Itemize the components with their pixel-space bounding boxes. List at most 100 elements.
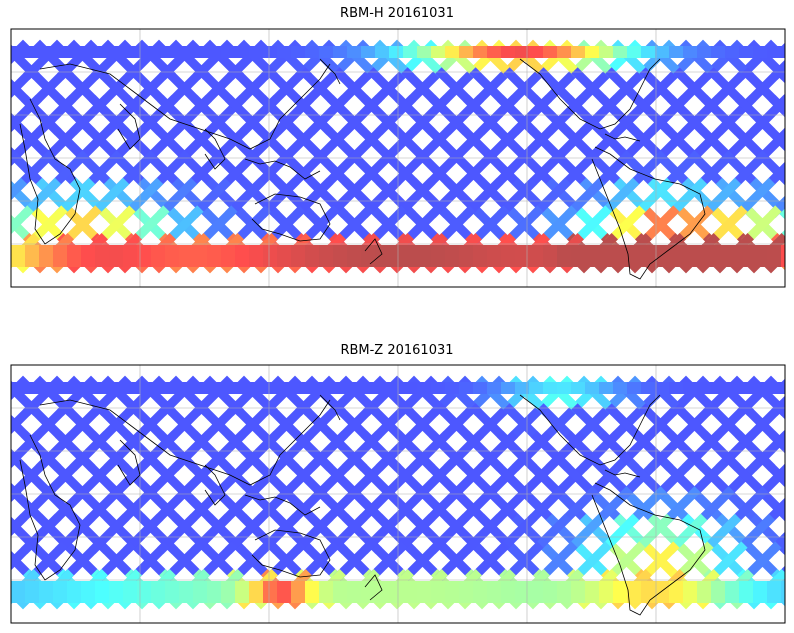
swath-segment: [95, 67, 136, 108]
swath-segment: [605, 403, 646, 444]
swath-segment: [592, 486, 633, 527]
coverage-cell: [263, 245, 277, 267]
coverage-cell: [697, 46, 711, 58]
swath-segment: [144, 458, 185, 499]
swath-segment: [286, 486, 327, 527]
swath-segment: [416, 458, 457, 499]
coverage-cell: [319, 245, 333, 267]
coverage-cell: [445, 245, 459, 267]
swath-segment: [586, 458, 627, 499]
swath-segment: [76, 458, 117, 499]
coverage-cell: [613, 581, 627, 603]
swath-segment: [252, 486, 293, 527]
swath-segment: [163, 205, 204, 246]
swath-segment: [61, 205, 102, 246]
coverage-cell: [781, 382, 785, 394]
coverage-cell: [501, 382, 515, 394]
swath-segment: [694, 458, 735, 499]
coverage-cell: [263, 46, 277, 58]
swath-segment: [524, 122, 565, 163]
coverage-cell: [389, 382, 403, 394]
swath-segment: [178, 486, 219, 527]
swath-segment: [388, 122, 429, 163]
swath-segment: [592, 122, 633, 163]
swath-segment: [320, 150, 361, 191]
coverage-cell: [613, 245, 627, 267]
coverage-cell: [725, 245, 739, 267]
coastline: [244, 158, 321, 180]
swath-segment: [286, 122, 327, 163]
coverage-cell: [277, 245, 291, 267]
coverage-cell: [501, 581, 515, 603]
coverage-cell: [25, 581, 39, 603]
swath-segment: [620, 486, 661, 527]
coastline: [604, 469, 641, 478]
coverage-cell: [669, 46, 683, 58]
coverage-cell: [347, 245, 361, 267]
coverage-cell: [557, 245, 571, 267]
swath-segment: [598, 513, 640, 555]
coverage-cell: [123, 581, 137, 603]
swath-segment: [768, 531, 785, 555]
coverage-cell: [333, 382, 347, 394]
coverage-cell: [277, 581, 291, 603]
coverage-cell: [753, 581, 767, 603]
swath-segment: [382, 150, 423, 191]
coverage-cell: [557, 581, 571, 603]
swath-segment: [110, 486, 151, 527]
coverage-cell: [207, 581, 221, 603]
coverage-cell: [683, 245, 697, 267]
coverage-cell: [725, 46, 739, 58]
swath-segment: [666, 177, 708, 219]
swath-segment: [537, 541, 578, 582]
coverage-cell: [375, 46, 389, 58]
swath-segment: [552, 458, 593, 499]
coverage-cell: [431, 581, 445, 603]
swath-segment: [156, 177, 198, 219]
swath-segment: [178, 122, 219, 163]
coverage-cell: [277, 46, 291, 58]
swath-segment: [299, 205, 340, 246]
coverage-cell: [123, 382, 137, 394]
swath-segment: [354, 458, 395, 499]
swath-segment: [586, 122, 627, 163]
swath-segment: [224, 177, 266, 219]
coverage-cell: [25, 46, 39, 58]
swath-segment: [756, 463, 785, 499]
swath-segment: [469, 67, 510, 108]
coverage-cell: [193, 581, 207, 603]
swath-segment: [88, 177, 130, 219]
swath-segment: [654, 486, 695, 527]
swath-segment: [673, 541, 714, 582]
coastline: [519, 58, 661, 130]
coverage-cell: [263, 581, 277, 603]
swath-segment: [469, 205, 510, 246]
coverage-cell: [361, 245, 375, 267]
swath-segment: [688, 486, 729, 527]
swath-segment: [435, 403, 476, 444]
swath-segment: [484, 122, 525, 163]
coverage-cell: [403, 245, 417, 267]
swath-segment: [95, 205, 136, 246]
swath-segment: [741, 67, 782, 108]
coverage-cell: [53, 245, 67, 267]
swath-segment: [762, 122, 785, 152]
swath-segment: [552, 486, 593, 527]
coverage-cell: [585, 245, 599, 267]
swath-segment: [27, 403, 68, 444]
coverage-cell: [235, 46, 249, 58]
coverage-cell: [641, 245, 655, 267]
swath-segment: [639, 205, 680, 246]
swath-segment: [518, 150, 559, 191]
coverage-cell: [417, 382, 431, 394]
coverage-cell: [515, 245, 529, 267]
coastline: [39, 399, 331, 486]
swath-segment: [20, 513, 62, 555]
swath-segment: [503, 541, 544, 582]
swath-segment: [707, 205, 748, 246]
swath-segment: [450, 486, 491, 527]
coverage-cell: [627, 245, 641, 267]
coverage-cell: [557, 382, 571, 394]
swath-segment: [394, 513, 436, 555]
coverage-cell: [599, 382, 613, 394]
